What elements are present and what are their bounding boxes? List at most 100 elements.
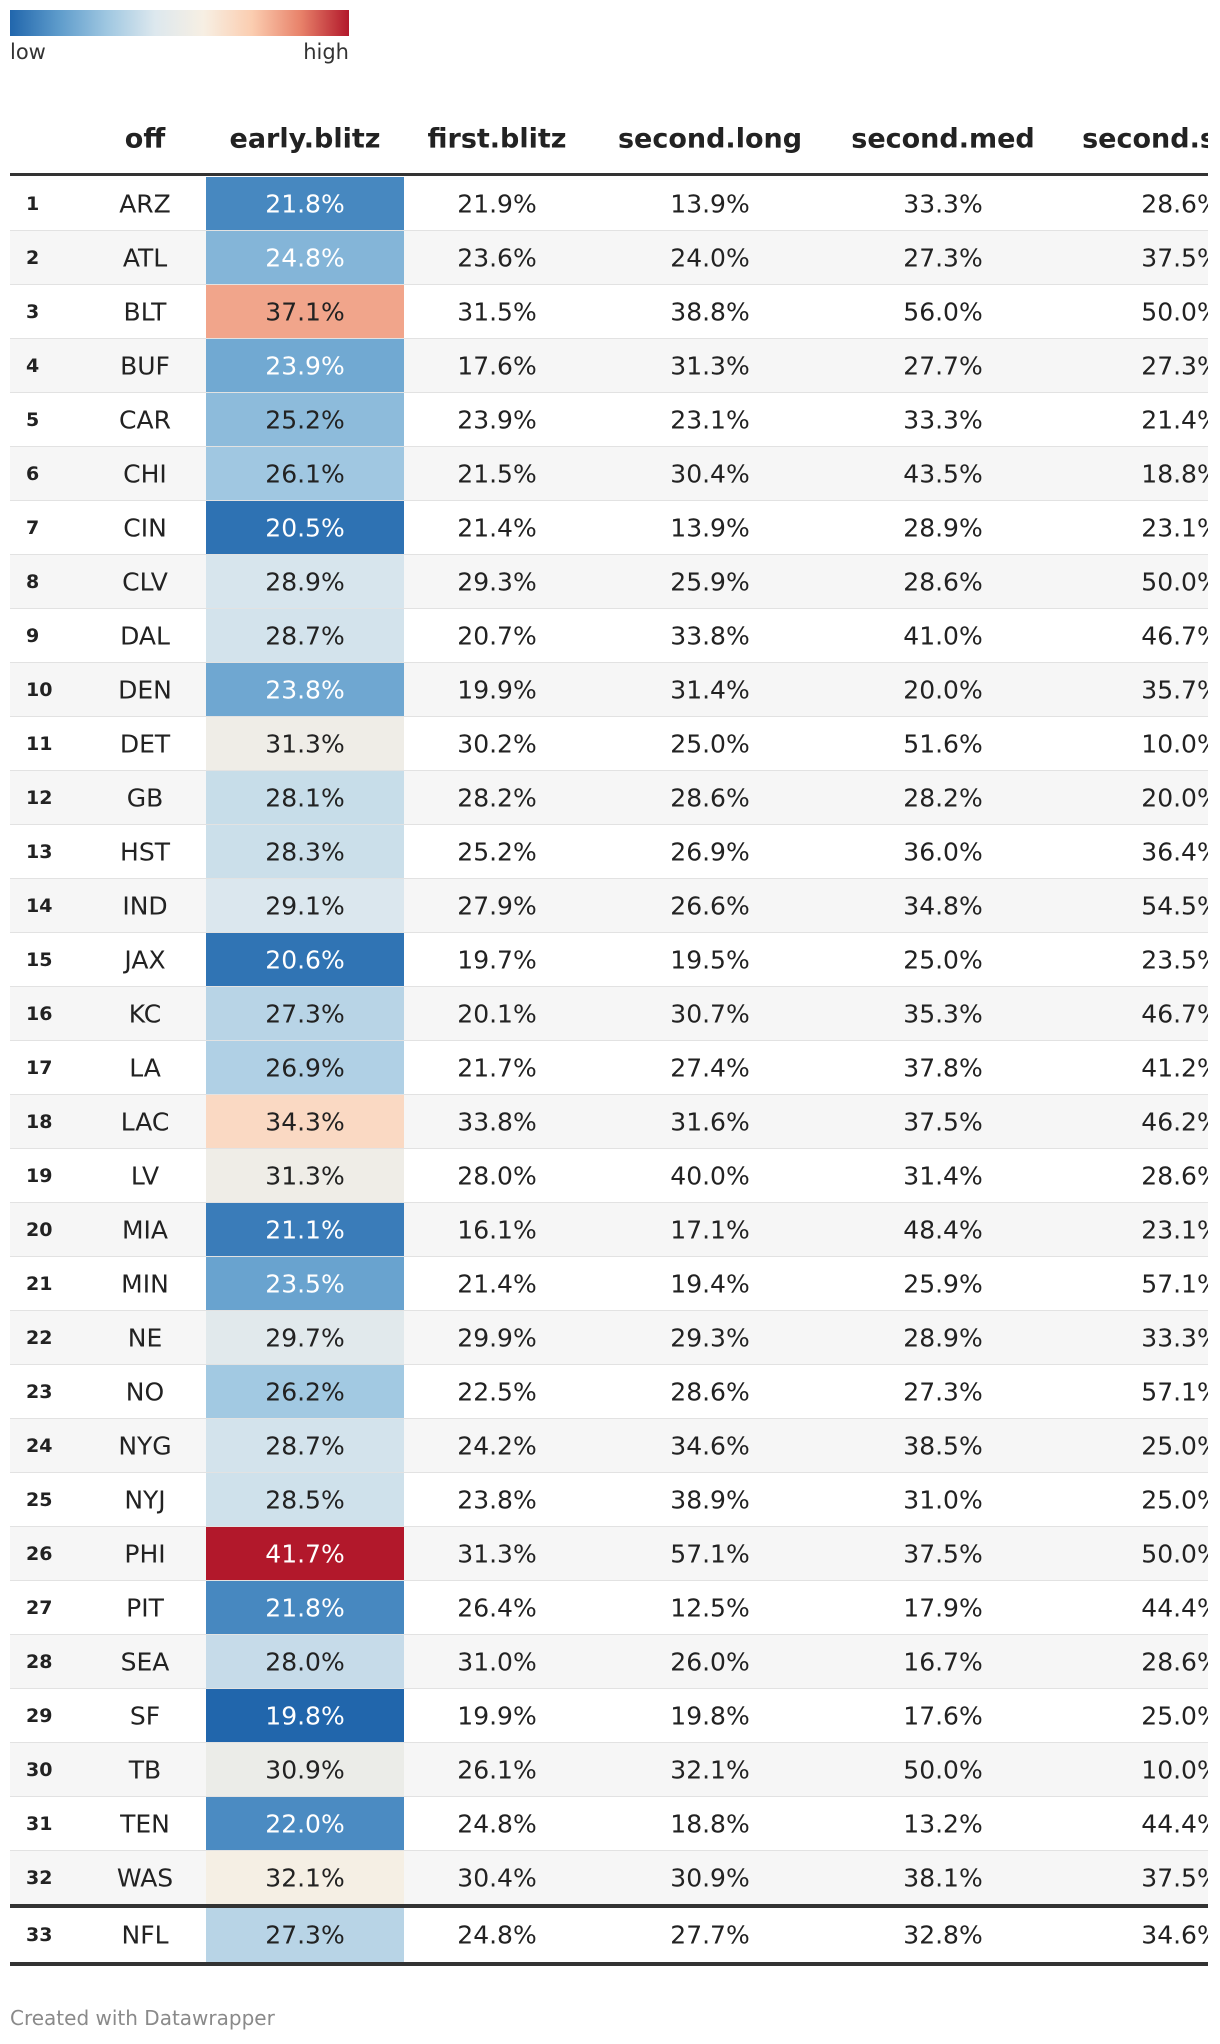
row-background: [10, 1635, 1208, 1689]
row-rule: [10, 1256, 1208, 1257]
cell-value: 26.0%: [670, 1647, 750, 1677]
row-rule: [10, 1094, 1208, 1095]
team: DAL: [120, 621, 170, 651]
cell-value: 30.4%: [670, 459, 750, 489]
rank: 10: [26, 679, 53, 701]
cell-value: 27.3%: [265, 999, 345, 1029]
heat-cell: [206, 1908, 404, 1962]
cell-value: 28.6%: [903, 567, 983, 597]
cell-value: 17.9%: [903, 1593, 983, 1623]
cell-value: 44.4%: [1141, 1593, 1208, 1623]
cell-value: 41.7%: [265, 1539, 345, 1569]
cell-value: 25.9%: [903, 1269, 983, 1299]
cell-value: 30.9%: [265, 1755, 345, 1785]
row-rule: [10, 716, 1208, 717]
cell-value: 31.5%: [457, 297, 537, 327]
row-background: [10, 1203, 1208, 1257]
cell-value: 31.6%: [670, 1107, 750, 1137]
cell-value: 38.5%: [903, 1431, 983, 1461]
cell-value: 21.4%: [457, 513, 537, 543]
cell-value: 50.0%: [903, 1755, 983, 1785]
cell-value: 57.1%: [1141, 1377, 1208, 1407]
row-rule: [10, 230, 1208, 231]
rank: 18: [26, 1111, 53, 1133]
heat-cell: [206, 339, 404, 393]
heat-cell: [206, 1149, 404, 1203]
cell-value: 37.5%: [1141, 1863, 1208, 1893]
team: CAR: [119, 405, 171, 435]
cell-value: 57.1%: [670, 1539, 750, 1569]
rank: 2: [26, 247, 40, 269]
cell-value: 24.8%: [457, 1920, 537, 1950]
team: NFL: [121, 1920, 169, 1950]
cell-value: 34.8%: [903, 891, 983, 921]
team: CHI: [123, 459, 167, 489]
row-background: [10, 1311, 1208, 1365]
heat-cell: [206, 717, 404, 771]
team: NO: [125, 1377, 165, 1407]
cell-value: 24.0%: [670, 243, 750, 273]
team: LV: [130, 1161, 160, 1191]
team: SEA: [120, 1647, 170, 1677]
cell-value: 21.8%: [265, 189, 345, 219]
cell-value: 37.8%: [903, 1053, 983, 1083]
cell-value: 50.0%: [1141, 567, 1208, 597]
rank: 16: [26, 1003, 53, 1025]
row-rule: [10, 1526, 1208, 1527]
cell-value: 31.4%: [670, 675, 750, 705]
cell-value: 13.9%: [670, 189, 750, 219]
team: IND: [122, 891, 168, 921]
cell-value: 26.4%: [457, 1593, 537, 1623]
cell-value: 36.0%: [903, 837, 983, 867]
legend-gradient: [10, 10, 349, 36]
rank: 13: [26, 841, 53, 863]
heat-cell: [206, 1851, 404, 1905]
cell-value: 21.4%: [457, 1269, 537, 1299]
cell-value: 29.9%: [457, 1323, 537, 1353]
heat-cell: [206, 663, 404, 717]
cell-value: 31.0%: [903, 1485, 983, 1515]
rank: 27: [26, 1597, 53, 1619]
cell-value: 19.5%: [670, 945, 750, 975]
row-rule: [10, 392, 1208, 393]
cell-value: 28.2%: [457, 783, 537, 813]
cell-value: 33.3%: [903, 189, 983, 219]
heat-cell: [206, 1473, 404, 1527]
cell-value: 20.7%: [457, 621, 537, 651]
cell-value: 38.8%: [670, 297, 750, 327]
heat-cell: [206, 447, 404, 501]
rank: 8: [26, 571, 40, 593]
cell-value: 27.9%: [457, 891, 537, 921]
column-header: second.med: [851, 123, 1035, 155]
cell-value: 19.9%: [457, 1701, 537, 1731]
column-header: second.short: [1082, 123, 1208, 155]
cell-value: 22.0%: [265, 1809, 345, 1839]
cell-value: 28.0%: [265, 1647, 345, 1677]
cell-value: 54.5%: [1141, 891, 1208, 921]
rank: 31: [26, 1813, 53, 1835]
cell-value: 27.3%: [1141, 351, 1208, 381]
rank: 12: [26, 787, 53, 809]
row-rule: [10, 1418, 1208, 1419]
cell-value: 25.0%: [1141, 1701, 1208, 1731]
cell-value: 24.8%: [265, 243, 345, 273]
cell-value: 31.0%: [457, 1647, 537, 1677]
legend-low: low: [10, 40, 46, 64]
cell-value: 20.0%: [903, 675, 983, 705]
cell-value: 41.0%: [903, 621, 983, 651]
cell-value: 19.8%: [670, 1701, 750, 1731]
cell-value: 31.3%: [265, 729, 345, 759]
heat-cell: [206, 393, 404, 447]
team: ATL: [122, 243, 168, 273]
cell-value: 28.0%: [457, 1161, 537, 1191]
cell-value: 28.6%: [1141, 1647, 1208, 1677]
row-rule: [10, 446, 1208, 447]
cell-value: 21.5%: [457, 459, 537, 489]
rank: 28: [26, 1651, 53, 1673]
heat-cell: [206, 1527, 404, 1581]
cell-value: 13.2%: [903, 1809, 983, 1839]
cell-value: 25.0%: [1141, 1431, 1208, 1461]
cell-value: 16.1%: [457, 1215, 537, 1245]
cell-value: 28.9%: [903, 513, 983, 543]
